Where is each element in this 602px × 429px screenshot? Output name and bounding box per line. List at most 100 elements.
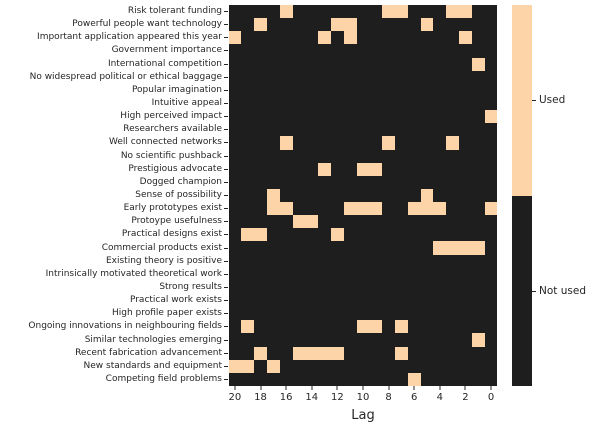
x-axis-tick [362, 386, 364, 390]
heatmap-cell-not-used [241, 254, 255, 268]
heatmap-cell-not-used [292, 162, 306, 176]
heatmap-cell-not-used [266, 70, 280, 84]
heatmap-cell-not-used [369, 18, 383, 32]
y-axis-tick [224, 215, 228, 228]
heatmap-cell-not-used [420, 123, 434, 137]
heatmap-cell-used [241, 228, 255, 242]
heatmap-cell-not-used [395, 188, 408, 203]
heatmap-cell-not-used [407, 110, 421, 124]
heatmap-cell-not-used [395, 359, 408, 373]
heatmap-cell-not-used [266, 123, 280, 137]
heatmap-cell-not-used [407, 18, 421, 32]
heatmap-cell-not-used [266, 241, 280, 255]
heatmap-cell-not-used [305, 110, 319, 124]
heatmap-cell-not-used [305, 175, 319, 189]
heatmap-cell-not-used [459, 110, 472, 124]
heatmap-cell-used [318, 346, 331, 360]
heatmap-cell-not-used [484, 18, 498, 32]
heatmap-cell-not-used [343, 346, 357, 360]
y-axis-label: Ongoing innovations in neighbouring fiel… [28, 321, 222, 332]
heatmap-cell-not-used [318, 359, 331, 373]
heatmap-cell-not-used [343, 294, 357, 308]
heatmap-cell-not-used [433, 215, 447, 229]
heatmap-cell-not-used [343, 254, 357, 268]
heatmap-cell-not-used [292, 359, 306, 373]
heatmap-cell-not-used [254, 44, 267, 58]
heatmap-cell-not-used [433, 372, 447, 386]
heatmap-cell-not-used [279, 149, 293, 163]
y-axis-ticks [224, 5, 228, 386]
heatmap-cell-not-used [343, 83, 357, 97]
heatmap-cell-not-used [459, 280, 472, 295]
heatmap-cell-not-used [254, 372, 267, 386]
heatmap-cell-not-used [318, 57, 331, 71]
heatmap-cell-not-used [369, 5, 383, 19]
heatmap-cell-not-used [241, 333, 255, 347]
heatmap-cell-not-used [241, 83, 255, 97]
heatmap-cell-not-used [279, 162, 293, 176]
heatmap-cell-not-used [305, 280, 319, 295]
heatmap-cell-not-used [420, 333, 434, 347]
heatmap-cell-not-used [279, 175, 293, 189]
heatmap-cell-used [484, 202, 498, 216]
heatmap-cell-not-used [228, 5, 242, 19]
heatmap-cell-not-used [433, 307, 447, 321]
heatmap-cell-not-used [266, 254, 280, 268]
colorbar-not-used-tick [532, 290, 536, 292]
heatmap-cell-not-used [266, 333, 280, 347]
heatmap-cell-not-used [407, 31, 421, 45]
heatmap-cell-not-used [484, 359, 498, 373]
heatmap-cell-not-used [484, 5, 498, 19]
x-axis-tick [260, 386, 262, 390]
heatmap-cell-not-used [446, 372, 460, 386]
heatmap-cell-used [356, 320, 370, 334]
heatmap-cell-used [279, 5, 293, 19]
heatmap-cell-not-used [305, 359, 319, 373]
heatmap-cell-not-used [254, 280, 267, 295]
heatmap-cell-not-used [356, 254, 370, 268]
heatmap-cell-not-used [330, 57, 344, 71]
heatmap-cell-not-used [228, 175, 242, 189]
heatmap-cell-not-used [459, 175, 472, 189]
heatmap-cell-not-used [420, 44, 434, 58]
heatmap-cell-not-used [484, 333, 498, 347]
heatmap-cell-not-used [395, 333, 408, 347]
heatmap-cell-not-used [266, 5, 280, 19]
heatmap-cell-not-used [228, 70, 242, 84]
heatmap-cell-not-used [484, 31, 498, 45]
heatmap-cell-not-used [471, 123, 485, 137]
heatmap-cell-not-used [369, 254, 383, 268]
heatmap-cell-not-used [446, 254, 460, 268]
heatmap-cell-not-used [433, 31, 447, 45]
y-axis-tick [224, 268, 228, 281]
heatmap-cell-not-used [484, 162, 498, 176]
heatmap-cell-not-used [305, 31, 319, 45]
heatmap-cell-not-used [343, 320, 357, 334]
heatmap-cell-not-used [382, 372, 396, 386]
heatmap-cell-not-used [382, 83, 396, 97]
x-axis-tick-label: 20 [228, 392, 242, 403]
heatmap-cell-not-used [266, 83, 280, 97]
heatmap-cell-not-used [395, 110, 408, 124]
y-axis-tick [224, 110, 228, 123]
heatmap-cell-not-used [446, 333, 460, 347]
heatmap-cell-not-used [471, 280, 485, 295]
heatmap-cell-not-used [420, 359, 434, 373]
heatmap-cell-not-used [459, 202, 472, 216]
heatmap-cell-not-used [228, 149, 242, 163]
heatmap-cell-not-used [382, 228, 396, 242]
heatmap-cell-not-used [241, 280, 255, 295]
y-axis-label: Important application appeared this year [37, 32, 222, 43]
heatmap-cell-used [382, 5, 396, 19]
y-axis-tick [224, 163, 228, 176]
heatmap-cell-not-used [318, 175, 331, 189]
heatmap-cell-not-used [356, 346, 370, 360]
heatmap-cell-not-used [356, 96, 370, 111]
heatmap-cell-not-used [254, 83, 267, 97]
heatmap-cell-not-used [433, 110, 447, 124]
heatmap-cell-not-used [330, 162, 344, 176]
heatmap-cell-not-used [484, 96, 498, 111]
heatmap-cell-not-used [356, 44, 370, 58]
heatmap-cell-not-used [292, 175, 306, 189]
y-axis-label: New standards and equipment [83, 360, 222, 371]
